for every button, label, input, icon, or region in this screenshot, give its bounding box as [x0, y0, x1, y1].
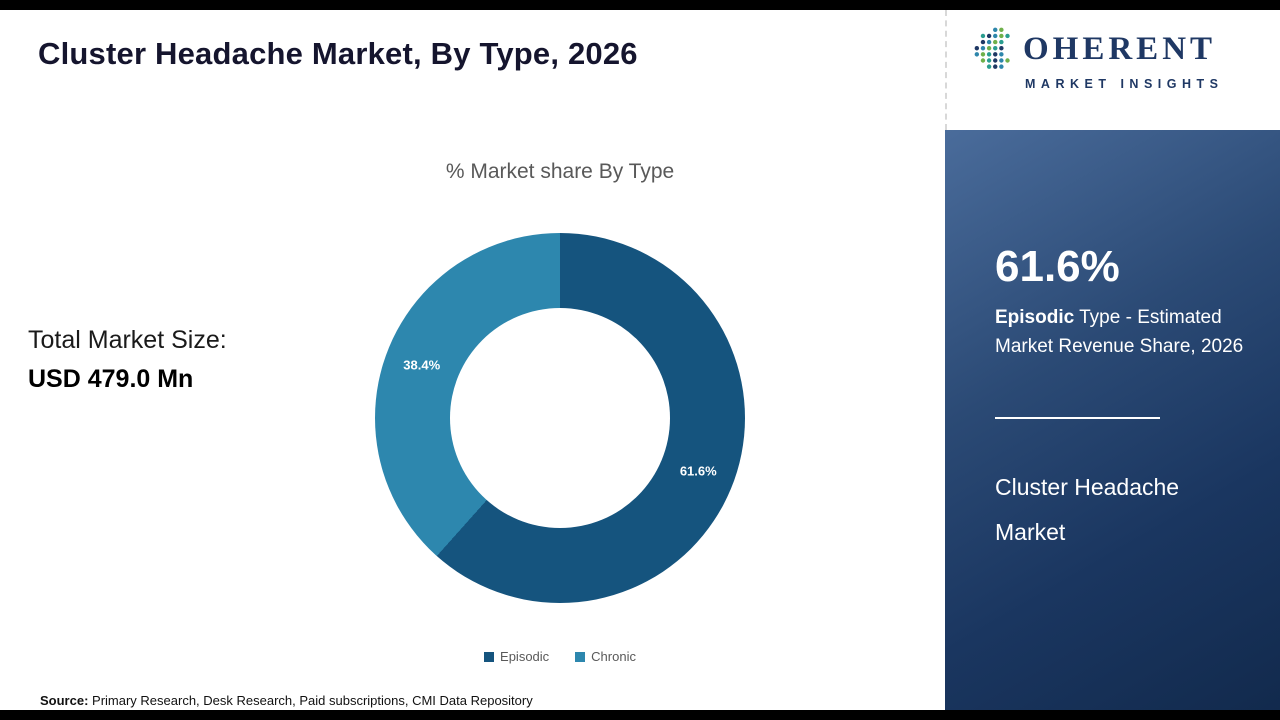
- source-line: Source: Primary Research, Desk Research,…: [40, 693, 533, 708]
- logo-dot-matrix: [974, 27, 1010, 69]
- legend-label: Chronic: [591, 649, 636, 664]
- source-label: Source:: [40, 693, 89, 708]
- page-title: Cluster Headache Market, By Type, 2026: [38, 36, 638, 71]
- highlight-stat-value: 61.6%: [995, 242, 1120, 291]
- slice-label: 61.6%: [679, 463, 717, 479]
- highlight-panel: 61.6% Episodic Type - Estimated Market R…: [945, 130, 1280, 710]
- legend-item-episodic: Episodic: [484, 649, 549, 664]
- slice-label: 38.4%: [403, 357, 441, 373]
- chart-title: % Market share By Type: [445, 160, 675, 183]
- total-market-size-block: Total Market Size: USD 479.0 Mn: [28, 326, 227, 394]
- highlight-stat-description: Episodic Type - Estimated Market Revenue…: [995, 304, 1247, 361]
- donut-labels: 61.6% 38.4%: [375, 233, 745, 603]
- right-column: OHERENT MARKET INSIGHTS 61.6% Episodic T…: [945, 10, 1280, 710]
- panel-divider: [995, 417, 1160, 419]
- source-text: Primary Research, Desk Research, Paid su…: [88, 693, 533, 708]
- chart-legend: Episodic Chronic: [375, 649, 745, 664]
- highlight-stat-bold: Episodic: [995, 307, 1075, 328]
- donut-hole: [450, 308, 670, 528]
- legend-item-chronic: Chronic: [575, 649, 636, 664]
- highlight-stat-rest: Type - Estimated Market Revenue Share, 2…: [995, 307, 1244, 357]
- legend-label: Episodic: [500, 649, 550, 664]
- top-border-bar: [0, 0, 1280, 10]
- brand-logo-zone: OHERENT MARKET INSIGHTS: [945, 10, 1280, 130]
- total-market-size-label: Total Market Size:: [28, 326, 227, 354]
- panel-market-name: Cluster Headache Market: [995, 474, 1180, 545]
- legend-swatch-chronic: [575, 651, 586, 662]
- brand-logo: OHERENT: [973, 26, 1268, 72]
- bottom-border-bar: [0, 710, 1280, 720]
- donut-chart-wrap: 61.6% 38.4%: [375, 233, 745, 603]
- brand-name: OHERENT: [1023, 30, 1217, 67]
- legend-swatch-episodic: [484, 651, 495, 662]
- logo-c-mark-icon: [973, 26, 1019, 72]
- brand-subtitle: MARKET INSIGHTS: [1025, 77, 1224, 91]
- total-market-size-value: USD 479.0 Mn: [28, 365, 194, 393]
